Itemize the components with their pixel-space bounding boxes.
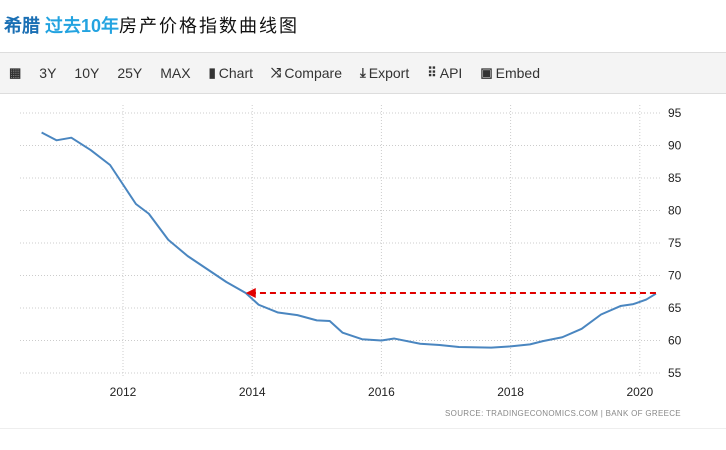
toolbar-label: 3Y (39, 65, 57, 81)
toolbar-chart-button[interactable]: ▮ Chart (209, 65, 253, 81)
y-tick-label: 75 (668, 236, 682, 250)
grid-icon: ⠿ (427, 65, 437, 80)
toolbar-label: 10Y (74, 65, 100, 81)
toolbar-export-button[interactable]: ⤓ Export (360, 65, 409, 81)
x-tick-label: 2016 (368, 385, 395, 399)
toolbar-label: Embed (495, 65, 540, 81)
x-tick-label: 2018 (497, 385, 524, 399)
toolbar-label: MAX (160, 65, 191, 81)
annotation-arrowhead (245, 288, 256, 299)
y-tick-label: 65 (668, 301, 682, 315)
toolbar-compare-button[interactable]: ⤨ Compare (271, 65, 342, 81)
y-tick-label: 70 (668, 269, 682, 283)
toolbar-embed-button[interactable]: ▣ Embed (480, 65, 540, 81)
y-tick-label: 85 (668, 171, 682, 185)
toolbar-max-button[interactable]: MAX (160, 65, 190, 81)
toolbar-label: Export (368, 65, 410, 81)
title-country: 希腊 (4, 16, 40, 36)
image-icon: ▣ (480, 65, 493, 80)
y-tick-label: 80 (668, 204, 682, 218)
y-tick-label: 90 (668, 139, 682, 153)
page-title: 希腊 过去10年房产价格指数曲线图 (4, 12, 299, 38)
toolbar-25y-button[interactable]: 25Y (117, 65, 142, 81)
x-tick-label: 2012 (110, 385, 137, 399)
x-tick-label: 2014 (239, 385, 266, 399)
title-rest: 房产价格指数曲线图 (119, 16, 300, 36)
shuffle-icon: ⤨ (271, 65, 282, 80)
y-tick-label: 95 (668, 106, 682, 120)
series-line (41, 131, 657, 349)
chart-toolbar: ▦ 3Y 10Y 25Y MAX ▮ Chart ⤨ Compare ⤓ Export ⠿ API ▣ Em… (0, 52, 726, 94)
title-period: 过去10年 (45, 16, 120, 36)
download-icon: ⤓ (360, 65, 366, 80)
source-text: SOURCE: TRADINGECONOMICS.COM | BANK OF G… (445, 409, 681, 418)
divider (0, 428, 726, 429)
toolbar-label: 25Y (117, 65, 143, 81)
y-tick-label: 60 (668, 334, 682, 348)
line-chart: 55 60 65 70 75 80 85 90 95 2012 2014 2016 2018 2020 SO… (20, 105, 682, 418)
calendar-icon: ▦ (9, 65, 22, 80)
toolbar-label: Chart (218, 65, 253, 81)
toolbar-label: API (439, 65, 463, 81)
bar-chart-icon: ▮ (208, 65, 216, 80)
y-tick-label: 55 (668, 366, 682, 380)
toolbar-label: Compare (284, 65, 342, 81)
toolbar-api-button[interactable]: ⠿ API (427, 65, 462, 81)
toolbar-3y-button[interactable]: 3Y (39, 65, 56, 81)
toolbar-calendar-button[interactable]: ▦ (9, 65, 21, 81)
toolbar-10y-button[interactable]: 10Y (74, 65, 99, 81)
x-tick-label: 2020 (626, 385, 653, 399)
